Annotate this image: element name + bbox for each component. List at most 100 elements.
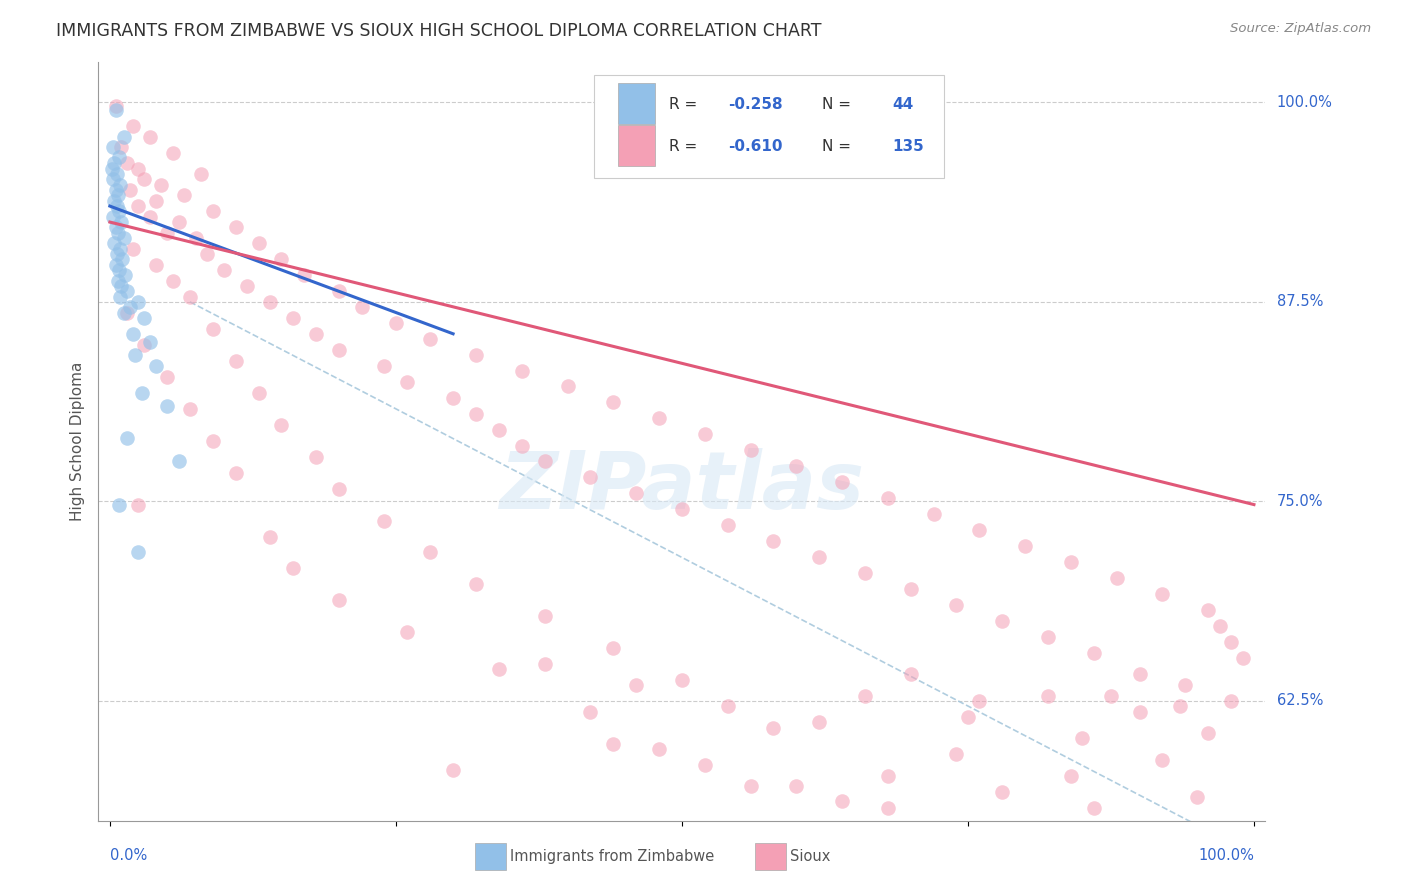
- Point: [247, 235, 270, 250]
- Point: [179, 290, 201, 304]
- Point: [945, 747, 967, 761]
- Point: [1168, 698, 1191, 713]
- Point: [1220, 694, 1243, 708]
- Point: [991, 785, 1014, 799]
- Point: [740, 443, 762, 458]
- Point: [1105, 571, 1128, 585]
- FancyBboxPatch shape: [595, 75, 945, 178]
- Point: [115, 306, 138, 320]
- Point: [115, 284, 138, 298]
- Point: [396, 625, 419, 640]
- Point: [104, 103, 127, 118]
- Text: ZIPatlas: ZIPatlas: [499, 448, 865, 526]
- Point: [112, 306, 135, 320]
- Point: [1152, 587, 1174, 601]
- Point: [1099, 689, 1122, 703]
- Point: [103, 194, 125, 209]
- Point: [808, 550, 831, 565]
- Point: [104, 183, 127, 197]
- Point: [624, 678, 647, 692]
- Point: [103, 172, 125, 186]
- Point: [579, 470, 602, 484]
- Text: 135: 135: [891, 139, 924, 154]
- Point: [103, 156, 125, 170]
- Point: [1197, 603, 1219, 617]
- Point: [236, 279, 259, 293]
- Point: [270, 417, 292, 432]
- Point: [127, 545, 149, 559]
- FancyBboxPatch shape: [617, 125, 655, 166]
- Point: [108, 178, 131, 193]
- Point: [853, 689, 876, 703]
- Point: [465, 577, 488, 591]
- Point: [145, 359, 167, 373]
- Point: [1152, 753, 1174, 767]
- Point: [717, 698, 740, 713]
- Point: [103, 211, 125, 225]
- Point: [201, 434, 224, 448]
- Point: [145, 194, 167, 209]
- Point: [179, 401, 201, 416]
- Point: [1083, 646, 1105, 660]
- Point: [533, 454, 555, 468]
- Point: [104, 98, 127, 112]
- Point: [831, 795, 853, 809]
- Point: [225, 354, 247, 368]
- Text: 100.0%: 100.0%: [1198, 848, 1254, 863]
- Point: [101, 162, 124, 177]
- Point: [693, 427, 716, 442]
- Point: [139, 334, 162, 349]
- Text: -0.258: -0.258: [728, 97, 783, 112]
- Point: [121, 242, 143, 256]
- Point: [107, 274, 129, 288]
- Point: [1128, 666, 1150, 681]
- Point: [134, 172, 156, 186]
- Text: Sioux: Sioux: [790, 849, 831, 863]
- Point: [1060, 555, 1083, 569]
- Point: [124, 347, 146, 361]
- Text: IMMIGRANTS FROM ZIMBABWE VS SIOUX HIGH SCHOOL DIPLOMA CORRELATION CHART: IMMIGRANTS FROM ZIMBABWE VS SIOUX HIGH S…: [56, 22, 821, 40]
- Point: [740, 779, 762, 793]
- Point: [134, 338, 156, 352]
- Point: [247, 385, 270, 400]
- Text: -0.610: -0.610: [728, 139, 783, 154]
- Text: Source: ZipAtlas.com: Source: ZipAtlas.com: [1230, 22, 1371, 36]
- Point: [120, 300, 142, 314]
- Point: [900, 582, 922, 597]
- Text: R =: R =: [669, 97, 702, 112]
- Point: [717, 518, 740, 533]
- Point: [510, 363, 533, 377]
- Point: [671, 502, 693, 516]
- Point: [156, 399, 179, 413]
- Point: [127, 199, 149, 213]
- Point: [281, 561, 304, 575]
- Point: [419, 332, 441, 346]
- Point: [112, 231, 135, 245]
- Point: [292, 268, 315, 282]
- Point: [131, 385, 153, 400]
- Point: [139, 211, 162, 225]
- Point: [167, 215, 190, 229]
- Point: [602, 395, 624, 409]
- Point: [103, 235, 125, 250]
- Point: [1071, 731, 1094, 745]
- Point: [762, 721, 785, 735]
- Text: 62.5%: 62.5%: [1277, 693, 1323, 708]
- Point: [190, 167, 212, 181]
- Point: [150, 178, 173, 193]
- Point: [214, 263, 236, 277]
- Point: [1197, 726, 1219, 740]
- Point: [103, 140, 125, 154]
- Point: [201, 322, 224, 336]
- Point: [145, 258, 167, 272]
- Point: [108, 203, 131, 218]
- Point: [488, 423, 510, 437]
- Point: [173, 188, 195, 202]
- Point: [120, 183, 142, 197]
- FancyBboxPatch shape: [475, 843, 506, 870]
- Point: [167, 454, 190, 468]
- Point: [114, 268, 136, 282]
- Point: [419, 545, 441, 559]
- Point: [134, 310, 156, 325]
- Point: [105, 199, 128, 213]
